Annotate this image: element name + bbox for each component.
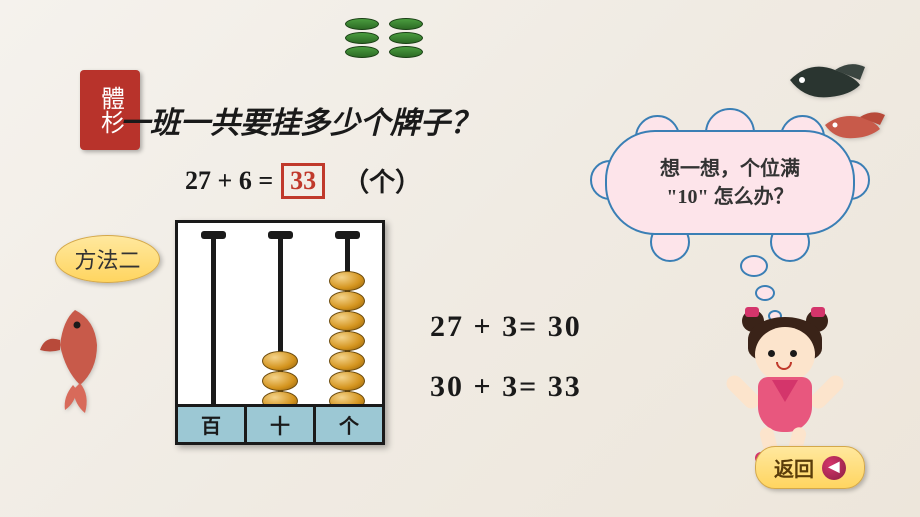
abacus-rod-hundreds bbox=[211, 231, 216, 406]
green-counters bbox=[345, 18, 423, 58]
equation-answer: 33 bbox=[281, 163, 325, 199]
main-equation: 27 + 6 = 33 （个） bbox=[185, 162, 421, 199]
question-text: 一班一共要挂多少个牌子？ bbox=[120, 98, 480, 142]
equation-unit: （个） bbox=[343, 162, 421, 199]
place-hundreds: 百 bbox=[178, 407, 247, 442]
abacus-rod-tens bbox=[278, 231, 283, 406]
back-label: 返回 bbox=[774, 453, 814, 482]
place-tens: 十 bbox=[247, 407, 316, 442]
place-ones: 个 bbox=[316, 407, 382, 442]
method-label: 方法二 bbox=[55, 235, 160, 283]
girl-character bbox=[720, 302, 850, 462]
thought-line2: "10" 怎么办？ bbox=[660, 183, 800, 211]
abacus-rod-ones bbox=[345, 231, 350, 406]
calculation-step-1: 27 + 3= 30 bbox=[430, 310, 582, 344]
fish-icon bbox=[25, 295, 130, 425]
equation-left: 27 + 6 = bbox=[185, 166, 273, 196]
abacus-place-labels: 百 十 个 bbox=[178, 404, 382, 442]
thought-tail bbox=[755, 285, 775, 301]
thought-line1: 想一想，个位满 bbox=[660, 155, 800, 183]
back-icon: ◀ bbox=[822, 456, 846, 480]
calculation-step-2: 30 + 3= 33 bbox=[430, 370, 582, 404]
abacus: 百 十 个 bbox=[175, 220, 385, 445]
back-button[interactable]: 返回 ◀ bbox=[755, 446, 865, 489]
fish-icon bbox=[815, 105, 890, 155]
thought-tail bbox=[740, 255, 768, 277]
